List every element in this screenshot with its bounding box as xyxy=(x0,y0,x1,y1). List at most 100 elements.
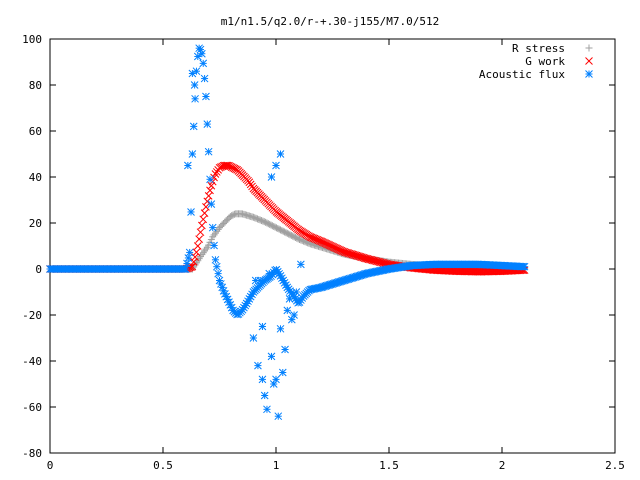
y-tick-label: 0 xyxy=(35,263,42,276)
data-point-g-work xyxy=(314,236,323,245)
legend-symbol-g-work xyxy=(585,57,593,65)
data-point-acoustic-flux xyxy=(265,269,274,278)
data-point-g-work xyxy=(191,253,199,261)
data-point-acoustic-flux xyxy=(190,81,199,89)
data-point-acoustic-flux xyxy=(187,208,195,216)
data-point-acoustic-flux xyxy=(287,315,296,324)
data-point-acoustic-flux xyxy=(258,322,267,331)
data-point-g-work xyxy=(192,248,201,257)
x-tick-label: 1.5 xyxy=(379,459,399,472)
legend: R stress G work Acoustic flux xyxy=(479,42,593,81)
legend-entry-acoustic-flux: Acoustic flux xyxy=(479,68,593,81)
data-point-acoustic-flux xyxy=(199,59,208,68)
data-point-g-work xyxy=(196,228,205,237)
data-point-g-work xyxy=(332,244,340,253)
data-point-acoustic-flux xyxy=(260,391,269,400)
x-tick-label: 2 xyxy=(499,459,506,472)
data-point-acoustic-flux xyxy=(184,161,192,170)
legend-entry-g-work: G work xyxy=(525,55,593,68)
data-point-g-work xyxy=(223,161,232,170)
data-point-g-work xyxy=(329,243,338,251)
data-point-acoustic-flux xyxy=(258,375,267,384)
data-point-acoustic-flux xyxy=(276,324,285,333)
data-point-g-work xyxy=(318,238,327,246)
data-point-g-work xyxy=(315,236,324,245)
legend-entry-r-stress: R stress xyxy=(512,42,593,55)
data-point-acoustic-flux xyxy=(206,175,214,184)
data-point-g-work xyxy=(207,181,216,190)
data-point-g-work xyxy=(317,237,326,246)
data-point-acoustic-flux xyxy=(212,262,221,271)
data-point-acoustic-flux xyxy=(204,147,213,156)
y-tick-label: -40 xyxy=(22,355,42,368)
data-point-g-work xyxy=(336,246,345,254)
data-point-acoustic-flux xyxy=(285,295,294,303)
data-point-acoustic-flux xyxy=(184,254,193,262)
legend-marker-r-stress xyxy=(585,44,593,52)
data-point-acoustic-flux xyxy=(183,259,191,268)
legend-marker-g-work xyxy=(585,57,593,65)
series-g-work xyxy=(46,161,529,276)
plot-frame xyxy=(49,38,616,454)
data-point-acoustic-flux xyxy=(200,74,209,83)
data-point-acoustic-flux xyxy=(214,269,222,278)
data-point-acoustic-flux xyxy=(276,150,285,158)
data-point-acoustic-flux xyxy=(274,412,283,421)
y-tick-label: -60 xyxy=(22,401,42,414)
data-point-acoustic-flux xyxy=(297,260,305,269)
chart-title: m1/n1.5/q2.0/r-+.30-j155/M7.0/512 xyxy=(221,15,440,28)
data-point-g-work xyxy=(195,235,204,243)
data-point-g-work xyxy=(309,234,317,242)
data-point-acoustic-flux xyxy=(189,122,198,131)
x-tick-label: 0 xyxy=(47,459,54,472)
data-point-acoustic-flux xyxy=(520,262,529,271)
data-point-g-work xyxy=(310,234,319,243)
data-point-acoustic-flux xyxy=(283,306,292,315)
data-point-g-work xyxy=(330,243,339,252)
data-point-acoustic-flux xyxy=(292,288,301,296)
data-point-acoustic-flux xyxy=(207,200,216,208)
data-point-g-work xyxy=(193,242,202,250)
data-point-g-work xyxy=(325,241,334,249)
series-acoustic-flux xyxy=(46,44,529,421)
data-point-acoustic-flux xyxy=(267,352,276,361)
data-point-acoustic-flux xyxy=(278,368,287,377)
data-point-g-work xyxy=(188,262,197,271)
data-point-g-work xyxy=(199,215,208,224)
data-point-g-work xyxy=(307,233,316,242)
data-point-g-work xyxy=(321,239,330,248)
data-point-acoustic-flux xyxy=(181,265,190,273)
data-point-acoustic-flux xyxy=(185,248,194,257)
data-point-acoustic-flux xyxy=(188,69,197,78)
data-point-g-work xyxy=(320,238,328,247)
data-point-g-work xyxy=(339,247,347,256)
data-point-g-work xyxy=(245,178,254,187)
data-point-acoustic-flux xyxy=(191,94,199,103)
y-tick-label: 20 xyxy=(29,217,42,230)
data-point-g-work xyxy=(334,245,343,254)
legend-symbol-acoustic-flux xyxy=(585,70,593,78)
data-point-g-work xyxy=(322,240,331,248)
legend-marker-acoustic-flux xyxy=(585,70,593,78)
data-point-g-work xyxy=(324,240,332,249)
y-tick-label: 100 xyxy=(22,33,42,46)
y-axis: -80 -60 -40 -20 0 20 40 60 80 100 xyxy=(22,33,615,460)
data-point-acoustic-flux xyxy=(203,120,212,128)
legend-label-g-work: G work xyxy=(525,55,565,68)
data-point-acoustic-flux xyxy=(267,173,276,181)
x-axis: 0 0.5 1 1.5 2 2.5 xyxy=(47,39,625,472)
data-point-g-work xyxy=(313,235,321,244)
data-point-g-work xyxy=(206,186,214,195)
legend-label-acoustic-flux: Acoustic flux xyxy=(479,68,565,81)
x-tick-label: 0.5 xyxy=(153,459,173,472)
y-tick-label: 40 xyxy=(29,171,42,184)
data-point-acoustic-flux xyxy=(202,92,210,101)
data-point-g-work xyxy=(204,192,213,200)
data-point-acoustic-flux xyxy=(256,276,265,285)
data-point-acoustic-flux xyxy=(210,241,218,250)
y-tick-label: -20 xyxy=(22,309,42,322)
x-tick-label: 1 xyxy=(273,459,280,472)
data-point-acoustic-flux xyxy=(198,49,206,58)
data-point-acoustic-flux xyxy=(208,223,217,232)
